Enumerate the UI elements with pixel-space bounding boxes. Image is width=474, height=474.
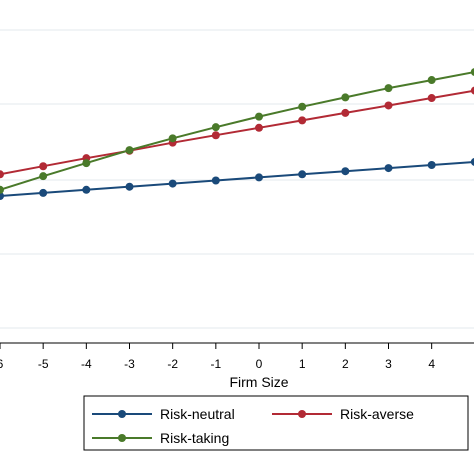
grid-lines bbox=[0, 29, 474, 329]
data-point bbox=[255, 123, 263, 132]
data-point bbox=[125, 182, 134, 191]
x-tick-label: -2 bbox=[167, 357, 178, 371]
x-tick-label: -3 bbox=[124, 357, 135, 371]
x-axis-ticks: 6 -5 -4 -3 -2 -1 0 1 2 3 4 bbox=[0, 343, 435, 371]
data-point bbox=[255, 173, 263, 182]
x-tick-label: 3 bbox=[385, 357, 392, 371]
series-line bbox=[0, 71, 474, 191]
data-point bbox=[384, 164, 393, 173]
data-point bbox=[384, 101, 393, 110]
data-point bbox=[211, 123, 220, 132]
x-tick-label: 4 bbox=[428, 357, 435, 371]
x-axis-title: Firm Size bbox=[229, 374, 288, 390]
series-layer bbox=[0, 68, 474, 200]
data-point bbox=[168, 134, 177, 143]
legend-label: Risk-neutral bbox=[160, 406, 235, 422]
data-point bbox=[82, 185, 91, 194]
series-risk-neutral bbox=[0, 157, 474, 200]
data-point bbox=[470, 68, 474, 76]
data-point bbox=[0, 192, 4, 200]
legend-label: Risk-averse bbox=[340, 406, 414, 422]
data-point bbox=[470, 86, 474, 95]
legend: Risk-neutral Risk-averse Risk-taking bbox=[83, 395, 469, 451]
data-point bbox=[39, 188, 48, 197]
data-point bbox=[168, 179, 177, 188]
data-point bbox=[125, 146, 134, 155]
legend-swatch-marker bbox=[118, 410, 126, 418]
x-tick-label: -4 bbox=[81, 357, 92, 371]
x-tick-label: -5 bbox=[38, 357, 49, 371]
data-point bbox=[341, 108, 350, 117]
x-tick-label: -1 bbox=[210, 357, 221, 371]
legend-label: Risk-taking bbox=[160, 430, 229, 446]
x-tick-label: 2 bbox=[342, 357, 349, 371]
x-tick-label: 6 bbox=[0, 357, 4, 371]
legend-swatch-marker bbox=[118, 434, 126, 442]
data-point bbox=[39, 162, 48, 171]
data-point bbox=[427, 76, 436, 85]
data-point bbox=[427, 161, 436, 169]
data-point bbox=[341, 167, 350, 176]
series-line bbox=[0, 89, 474, 176]
data-point bbox=[341, 93, 350, 102]
legend-item-risk-averse: Risk-averse bbox=[272, 406, 414, 422]
legend-item-risk-neutral: Risk-neutral bbox=[92, 406, 235, 422]
data-point bbox=[427, 94, 436, 103]
data-point bbox=[0, 170, 4, 179]
data-point bbox=[470, 157, 474, 166]
data-point bbox=[82, 159, 91, 168]
legend-box bbox=[83, 395, 469, 451]
legend-item-risk-taking: Risk-taking bbox=[92, 430, 229, 446]
data-point bbox=[211, 131, 220, 140]
data-point bbox=[0, 185, 4, 194]
x-tick-label: 1 bbox=[299, 357, 306, 371]
data-point bbox=[298, 170, 307, 179]
data-point bbox=[298, 116, 307, 125]
series-risk-taking bbox=[0, 68, 474, 194]
legend-swatch-marker bbox=[298, 410, 306, 418]
data-point bbox=[384, 84, 393, 93]
data-point bbox=[298, 102, 307, 111]
data-point bbox=[255, 112, 263, 121]
x-tick-label: 0 bbox=[256, 357, 263, 371]
data-point bbox=[39, 172, 48, 181]
series-line bbox=[0, 160, 474, 197]
data-point bbox=[211, 176, 220, 185]
